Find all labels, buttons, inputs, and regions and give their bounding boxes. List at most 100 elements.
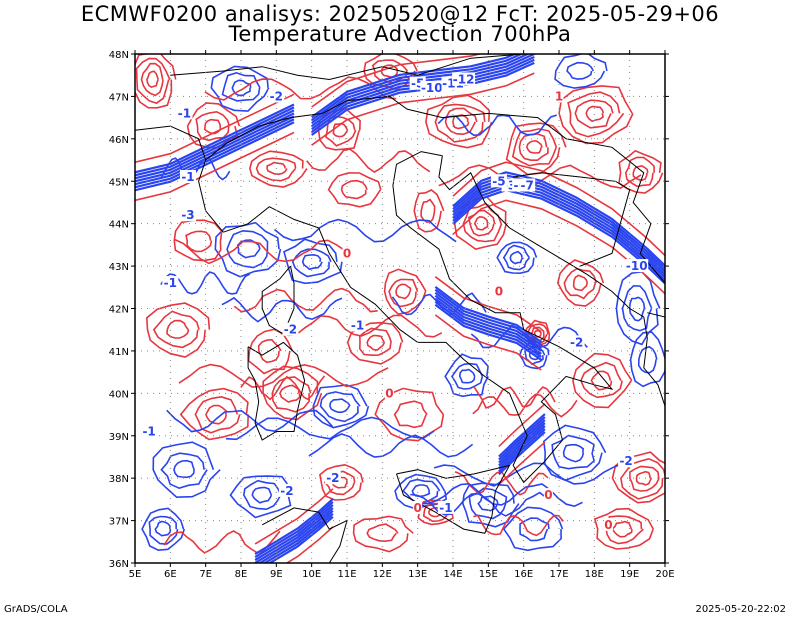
grads-credit: GrADS/COLA	[4, 604, 68, 615]
contour-line	[413, 189, 445, 233]
sardinia-coast	[247, 341, 306, 441]
contour-line	[255, 157, 297, 182]
band-flank	[311, 54, 483, 108]
contour-label: 0	[413, 501, 421, 515]
contour-line	[312, 384, 370, 429]
contour-label-bg	[519, 178, 536, 192]
contour-label-bg	[413, 500, 423, 514]
contour-line	[135, 54, 177, 109]
contour-line	[358, 327, 393, 357]
contour-label-bg	[180, 208, 196, 222]
contour-line	[620, 457, 665, 500]
contour-line	[473, 514, 564, 537]
contour-label-bg	[618, 454, 635, 468]
contour-line	[458, 368, 476, 384]
alps-cold-band	[135, 103, 295, 174]
contour-line	[420, 482, 583, 508]
adriatic-cold-band	[434, 291, 542, 349]
contour-line	[280, 314, 443, 338]
contour-line	[249, 150, 308, 188]
contour-line	[502, 244, 531, 271]
lon-tick-label: 7E	[199, 569, 212, 580]
sardinia-cold-band	[254, 498, 334, 556]
alps-border	[135, 95, 443, 161]
contour-line	[308, 433, 474, 458]
contour-line	[319, 463, 364, 501]
contour-line	[585, 105, 605, 123]
band-flank	[311, 72, 535, 146]
contour-line	[166, 409, 334, 433]
contour-line	[496, 241, 538, 275]
alps-cold-band	[135, 121, 295, 192]
lat-tick-label: 36N	[109, 559, 129, 570]
contour-label-bg	[490, 174, 507, 188]
contour-line	[395, 283, 412, 300]
contour-label: -1	[164, 276, 177, 290]
contour-label: -1	[142, 425, 155, 439]
contour-label: -2	[570, 335, 583, 349]
contour-line	[473, 386, 556, 409]
contour-label: -2	[619, 454, 632, 468]
contour-label-bg	[384, 386, 394, 400]
contour-line	[563, 267, 597, 300]
france-border	[198, 159, 224, 233]
band-flank	[135, 131, 295, 202]
adriatic-cold-band	[434, 288, 542, 346]
contour-line	[340, 179, 368, 200]
contour-label: 0	[385, 386, 393, 400]
band-flank	[498, 441, 546, 486]
contour-line	[558, 85, 634, 145]
contour-label-bg	[494, 284, 504, 298]
contour-line	[462, 202, 503, 243]
lon-tick-label: 17E	[549, 569, 568, 580]
contour-label-bg	[349, 318, 366, 332]
contour-label-bg	[342, 246, 352, 260]
adriatic-cold-band	[434, 294, 542, 352]
greece-border	[647, 312, 665, 351]
contour-line	[233, 287, 378, 313]
contour-line	[229, 475, 292, 519]
contour-label-bg	[176, 106, 193, 120]
contour-line	[352, 515, 414, 553]
contour-line	[194, 395, 241, 434]
contour-label-bg	[162, 276, 179, 290]
contour-line	[566, 61, 595, 80]
tunisia-coast	[261, 507, 348, 563]
lat-tick-label: 44N	[109, 220, 129, 231]
contour-line	[141, 507, 186, 552]
calabria-cold-band	[498, 425, 546, 470]
contour-line	[433, 462, 634, 487]
contour-line	[185, 230, 213, 253]
lon-tick-label: 5E	[129, 569, 142, 580]
contour-line	[472, 393, 578, 418]
lon-tick-label: 12E	[373, 569, 392, 580]
contour-label: 0	[604, 518, 612, 532]
contour-line	[327, 172, 382, 208]
contour-label-bg	[282, 322, 299, 336]
contour-line	[210, 65, 270, 112]
contour-label-bg	[568, 335, 585, 349]
lat-tick-label: 43N	[109, 262, 129, 273]
contour-line	[621, 285, 653, 332]
contour-line	[173, 459, 195, 479]
lon-tick-label: 9E	[270, 569, 283, 580]
contour-line	[637, 345, 658, 374]
lat-tick-label: 39N	[109, 432, 129, 443]
contour-line	[166, 319, 190, 339]
band-flank	[434, 314, 542, 371]
contour-label-bg	[278, 483, 295, 497]
contour-label: -5	[492, 174, 505, 188]
lat-tick-label: 46N	[109, 135, 129, 146]
alps-cold-band	[135, 109, 295, 180]
alps-cold-band	[135, 106, 295, 177]
contour-line	[319, 391, 361, 423]
contour-label-bg	[268, 89, 285, 103]
contour-line	[444, 107, 478, 136]
lon-tick-label: 18E	[585, 569, 604, 580]
lon-tick-label: 14E	[443, 569, 462, 580]
alps-cold-band	[135, 115, 295, 186]
contour-line	[231, 79, 252, 97]
contour-label-bg	[452, 72, 476, 86]
contour-line	[203, 118, 222, 135]
